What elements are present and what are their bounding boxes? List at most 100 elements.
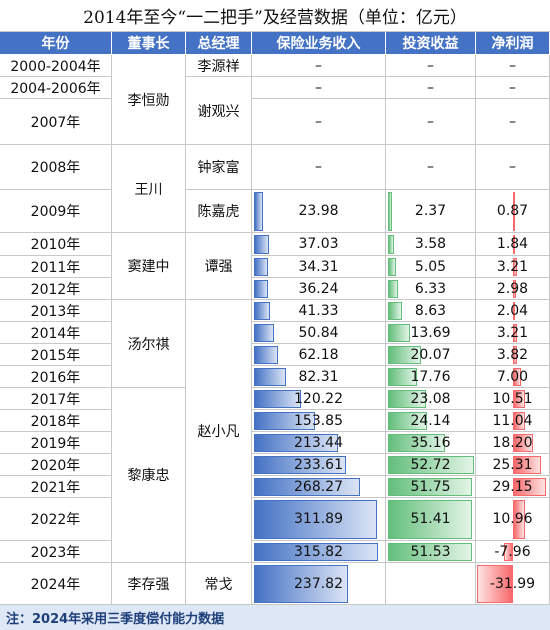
profit-bar <box>513 478 546 496</box>
profit-bar <box>513 456 542 474</box>
revenue-value: 315.82 <box>294 543 343 560</box>
profit-cell: 2.98 <box>476 278 550 300</box>
revenue-cell: 50.84 <box>252 322 386 344</box>
investment-bar <box>388 346 421 364</box>
revenue-bar <box>254 235 269 254</box>
investment-cell: – <box>386 99 476 145</box>
revenue-bar <box>254 543 379 561</box>
profit-cell: 10.96 <box>476 498 550 541</box>
investment-value: 6.33 <box>414 280 447 297</box>
revenue-bar <box>254 478 360 496</box>
profit-bar <box>513 192 515 231</box>
investment-bar <box>388 434 446 452</box>
profit-bar <box>513 302 516 320</box>
revenue-cell: 213.44 <box>252 432 386 454</box>
profit-bar <box>477 565 513 603</box>
revenue-bar <box>254 456 347 474</box>
profit-bar <box>513 434 534 452</box>
investment-value: 51.75 <box>410 478 451 495</box>
investment-cell: 51.53 <box>386 541 476 563</box>
year-cell: 2022年 <box>0 498 112 541</box>
chairman-cell: 李恒勋 <box>112 55 186 145</box>
investment-cell: – <box>386 77 476 99</box>
profit-bar <box>513 390 525 408</box>
investment-bar <box>388 412 428 430</box>
investment-cell: 51.75 <box>386 476 476 498</box>
manager-cell: 谭强 <box>186 233 252 300</box>
profit-bar <box>513 280 517 298</box>
profit-value: -31.99 <box>489 575 536 592</box>
investment-bar <box>388 324 411 342</box>
profit-cell: – <box>476 55 550 77</box>
profit-cell: – <box>476 99 550 145</box>
header-cell: 董事长 <box>112 32 186 55</box>
profit-value: 7.00 <box>496 368 529 385</box>
revenue-value: 50.84 <box>298 324 339 341</box>
investment-value: 5.05 <box>414 258 447 275</box>
investment-value: 23.08 <box>410 390 451 407</box>
profit-value: 11.04 <box>492 412 533 429</box>
profit-value: 3.82 <box>496 346 529 363</box>
profit-cell: 2.04 <box>476 300 550 322</box>
investment-bar <box>388 543 472 561</box>
profit-cell: 29.15 <box>476 476 550 498</box>
revenue-cell: 34.31 <box>252 256 386 278</box>
year-cell: 2009年 <box>0 190 112 233</box>
manager-cell: 常戈 <box>186 563 252 605</box>
revenue-bar <box>254 280 269 298</box>
revenue-bar <box>254 412 315 430</box>
revenue-bar <box>254 324 275 342</box>
investment-value: 17.76 <box>410 368 451 385</box>
header-cell: 净利润 <box>476 32 550 55</box>
profit-value: 0.87 <box>496 203 529 219</box>
profit-cell: 1.84 <box>476 233 550 256</box>
revenue-value: 23.98 <box>298 203 339 219</box>
revenue-value: 311.89 <box>294 511 343 527</box>
revenue-bar <box>254 565 348 603</box>
investment-value: 13.69 <box>410 324 451 341</box>
chairman-cell: 李存强 <box>112 563 186 605</box>
revenue-value: 120.22 <box>294 390 343 407</box>
revenue-cell: 120.22 <box>252 388 386 410</box>
investment-value: 51.53 <box>410 543 451 560</box>
profit-cell: – <box>476 77 550 99</box>
year-cell: 2011年 <box>0 256 112 278</box>
profit-value: 10.51 <box>492 390 533 407</box>
year-cell: 2010年 <box>0 233 112 256</box>
revenue-cell: – <box>252 77 386 99</box>
investment-cell: 52.72 <box>386 454 476 476</box>
manager-cell: 钟家富 <box>186 145 252 190</box>
manager-cell: 谢观兴 <box>186 77 252 145</box>
footer: 注：2024年采用三季度偿付能力数据 <box>0 605 550 630</box>
year-cell: 2012年 <box>0 278 112 300</box>
header-cell: 总经理 <box>186 32 252 55</box>
investment-text: – <box>427 79 434 96</box>
revenue-value: 34.31 <box>298 258 339 275</box>
profit-cell: 25.31 <box>476 454 550 476</box>
profit-value: 18.20 <box>492 434 533 451</box>
revenue-value: 41.33 <box>298 302 339 319</box>
year-cell: 2013年 <box>0 300 112 322</box>
year-cell: 2007年 <box>0 99 112 145</box>
year-cell: 2004-2006年 <box>0 77 112 99</box>
profit-cell: 3.82 <box>476 344 550 366</box>
profit-text: – <box>509 57 516 74</box>
investment-value: 24.14 <box>410 412 451 429</box>
revenue-bar <box>254 434 339 452</box>
revenue-value: 233.61 <box>294 456 343 473</box>
profit-value: -7.96 <box>494 543 531 560</box>
investment-text: – <box>427 57 434 74</box>
investment-cell: 6.33 <box>386 278 476 300</box>
profit-bar <box>513 235 516 254</box>
revenue-cell: 23.98 <box>252 190 386 233</box>
chairman-cell: 黎康忠 <box>112 388 186 563</box>
revenue-cell: – <box>252 99 386 145</box>
revenue-value: 213.44 <box>294 434 343 451</box>
profit-cell: 10.51 <box>476 388 550 410</box>
investment-text: – <box>427 113 434 130</box>
revenue-text: – <box>315 57 322 74</box>
investment-bar <box>388 390 426 408</box>
header-cell: 投资收益 <box>386 32 476 55</box>
profit-text: – <box>509 113 516 130</box>
revenue-value: 36.24 <box>298 280 339 297</box>
